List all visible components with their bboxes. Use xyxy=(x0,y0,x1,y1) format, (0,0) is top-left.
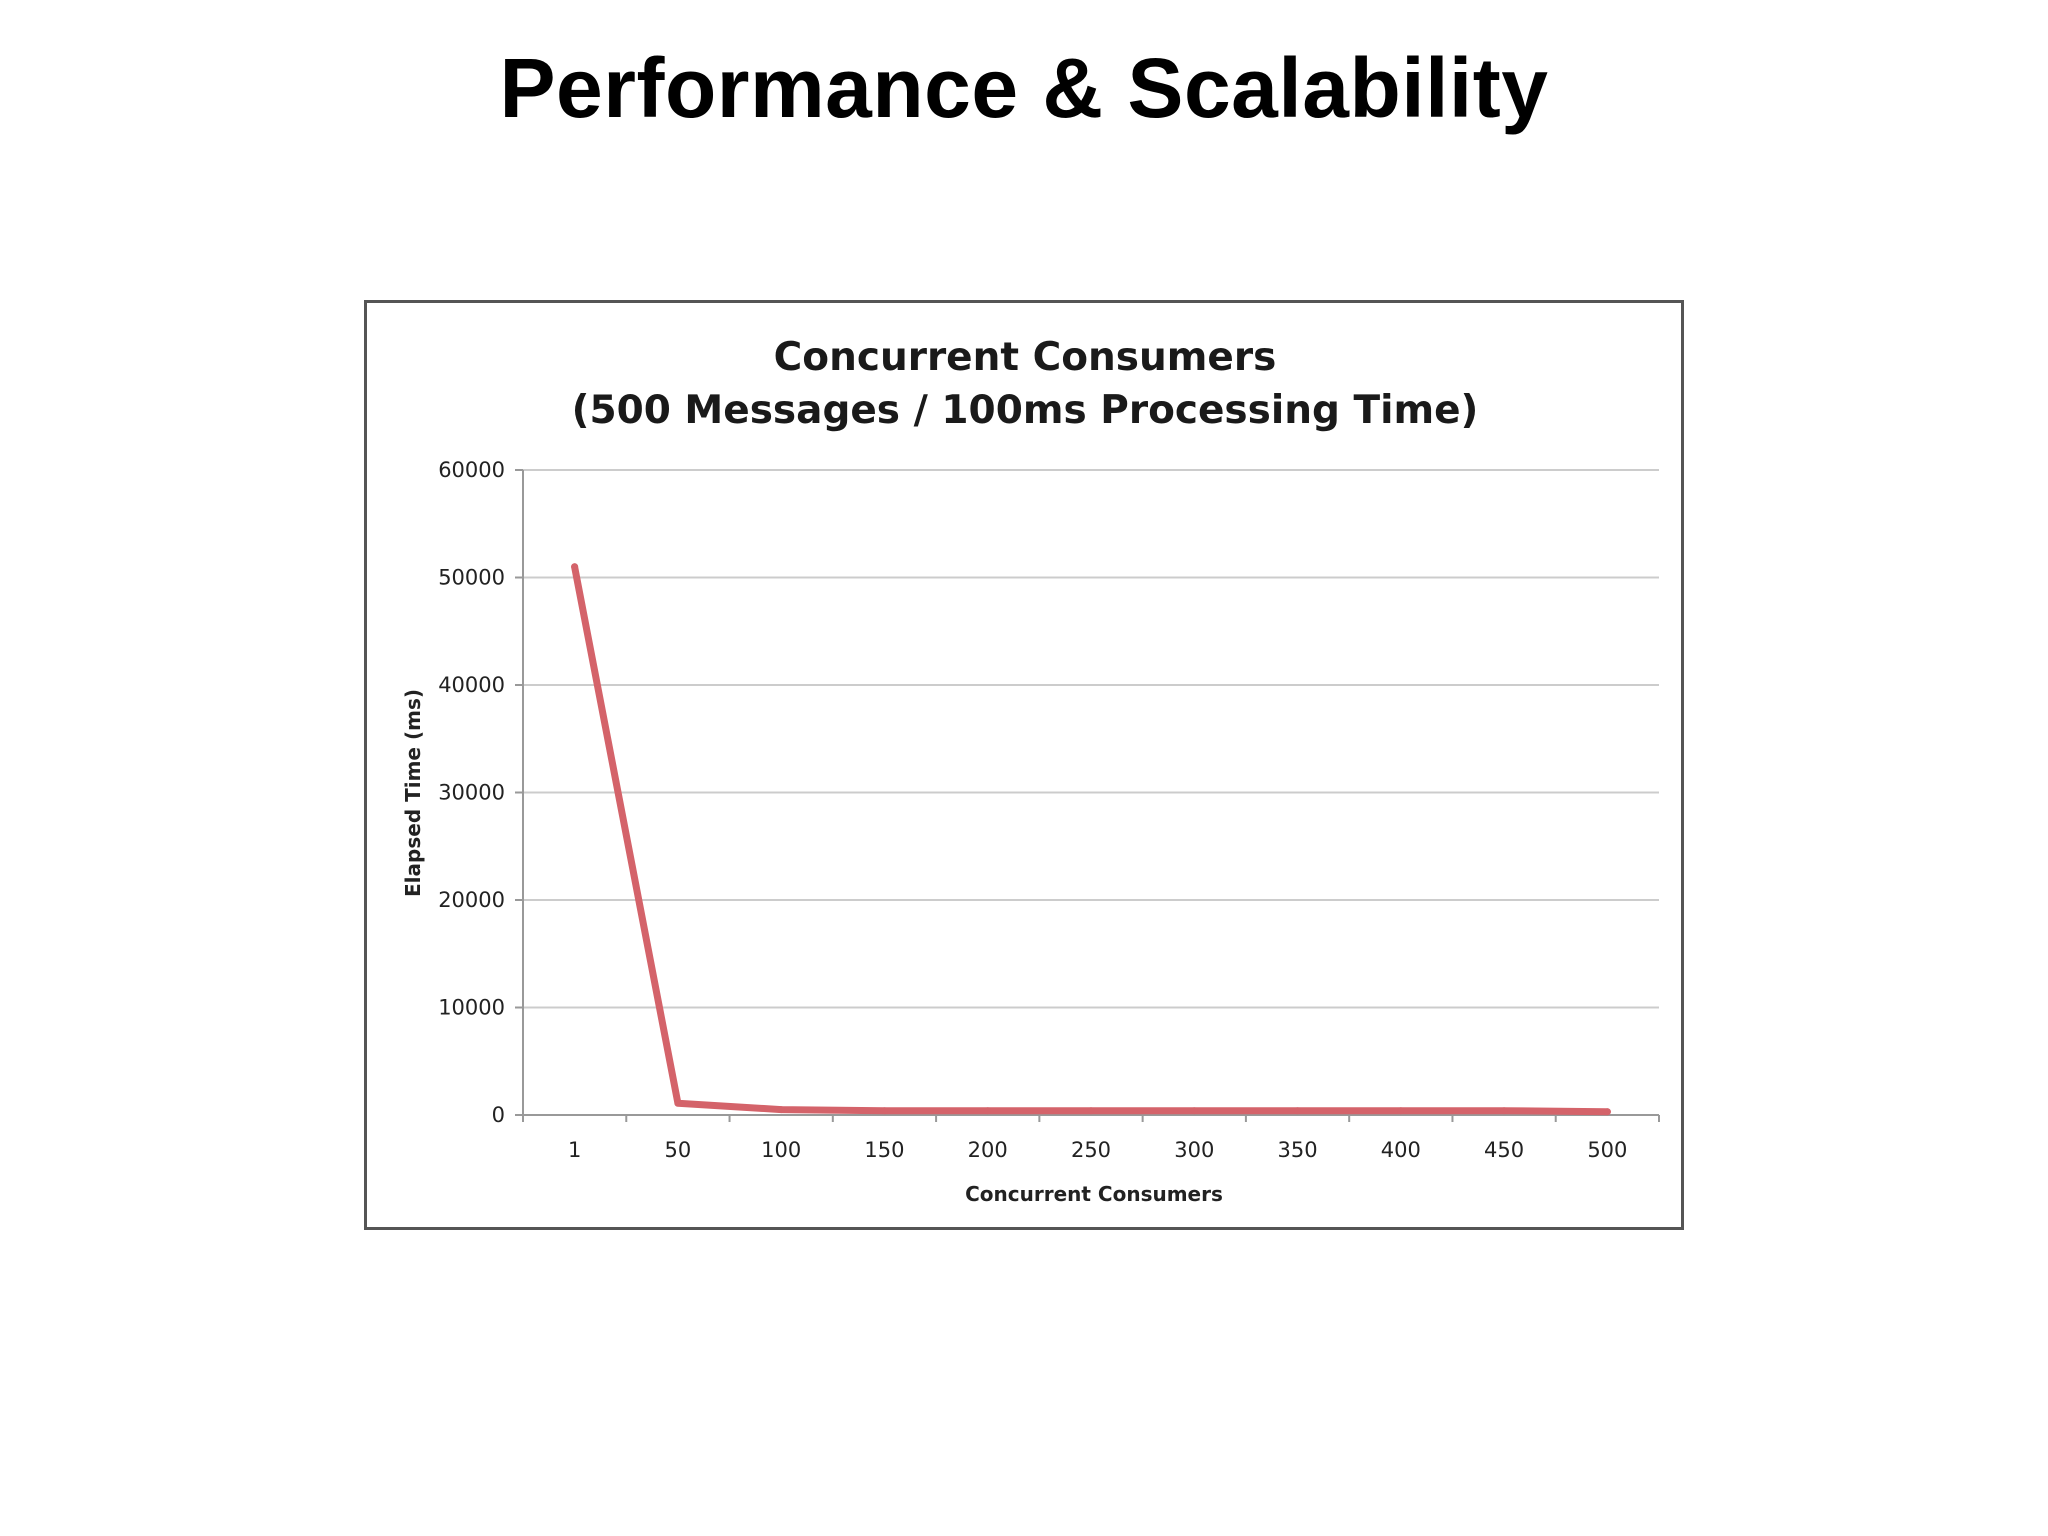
y-tick-label: 20000 xyxy=(438,888,505,912)
gridlines xyxy=(523,469,1659,1009)
x-tick-label: 400 xyxy=(1381,1138,1421,1162)
x-axis-title: Concurrent Consumers xyxy=(965,1182,1223,1206)
data-point xyxy=(1294,1107,1302,1115)
x-tick-label: 250 xyxy=(1071,1138,1111,1162)
y-tick-label: 40000 xyxy=(438,673,505,697)
x-tick-label: 50 xyxy=(665,1138,692,1162)
y-axis-title: Elapsed Time (ms) xyxy=(401,689,425,897)
x-tick-label: 450 xyxy=(1484,1138,1524,1162)
data-point xyxy=(984,1107,992,1115)
y-tick-label: 10000 xyxy=(438,996,505,1020)
x-axis: 1 50 100 150 200 250 300 350 400 450 500 xyxy=(522,1114,1660,1162)
y-tick-label: 30000 xyxy=(438,781,505,805)
y-tick-label: 0 xyxy=(492,1103,505,1127)
x-tick-label: 150 xyxy=(864,1138,904,1162)
y-axis: 0 10000 20000 30000 40000 50000 60000 xyxy=(438,458,524,1127)
x-tick-label: 200 xyxy=(968,1138,1008,1162)
data-point xyxy=(571,563,579,571)
x-tick-label: 350 xyxy=(1277,1138,1317,1162)
x-tick-label: 100 xyxy=(761,1138,801,1162)
data-point xyxy=(1087,1107,1095,1115)
x-tick-label: 500 xyxy=(1587,1138,1627,1162)
data-point xyxy=(1397,1107,1405,1115)
data-point xyxy=(880,1107,888,1115)
data-point xyxy=(674,1099,682,1107)
chart-frame: Concurrent Consumers (500 Messages / 100… xyxy=(364,300,1684,1230)
chart-title: Concurrent Consumers xyxy=(774,335,1277,380)
slide-title: Performance & Scalability xyxy=(499,41,1549,135)
x-tick-label: 1 xyxy=(568,1138,581,1162)
data-point xyxy=(1190,1107,1198,1115)
data-point xyxy=(1500,1107,1508,1115)
y-tick-label: 50000 xyxy=(438,566,505,590)
chart-subtitle: (500 Messages / 100ms Processing Time) xyxy=(572,388,1479,433)
data-point xyxy=(1603,1108,1611,1116)
data-point xyxy=(777,1106,785,1114)
y-tick-label: 60000 xyxy=(438,458,505,482)
series-group xyxy=(571,563,1611,1116)
series-line xyxy=(571,563,1611,1116)
x-tick-label: 300 xyxy=(1174,1138,1214,1162)
line-chart: Concurrent Consumers (500 Messages / 100… xyxy=(401,335,1660,1206)
